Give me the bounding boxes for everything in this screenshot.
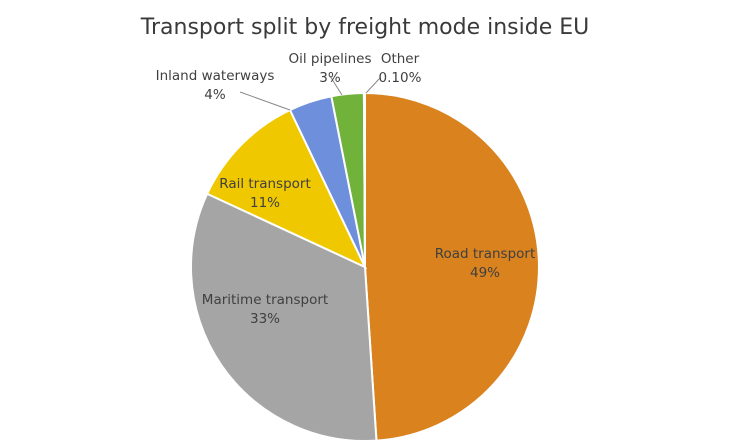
slice-labels: Road transport 49% Maritime transport 33% Ra… [156,51,536,327]
leader-line-oil-pipelines [329,75,343,96]
slice-value-oil-pipelines: 3% [319,70,341,86]
chart-title: Transport split by freight mode inside E… [140,15,589,40]
slice-label-other: Other [381,51,420,67]
pie-slice-road-transport [364,91,540,442]
slice-value-rail-transport: 11% [250,195,280,211]
slice-value-other: 0.10% [379,70,422,86]
leader-line-other [365,77,381,94]
leader-lines [239,75,381,111]
slice-label-inland-waterways: Inland waterways [156,68,275,84]
slice-value-road-transport: 49% [470,265,500,281]
slice-value-inland-waterways: 4% [204,87,226,103]
pie-slice-rail-transport [205,108,368,270]
slice-label-maritime-transport: Maritime transport [202,292,328,308]
slice-label-road-transport: Road transport [435,246,536,262]
pie-slice-maritime-transport [190,192,378,442]
pie-slices [190,91,540,442]
leader-line-inland-waterways [239,91,291,111]
slice-label-oil-pipelines: Oil pipelines [288,51,371,67]
pie-slice-other [362,91,366,268]
slice-label-rail-transport: Rail transport [219,176,311,192]
slice-value-maritime-transport: 33% [250,311,280,327]
